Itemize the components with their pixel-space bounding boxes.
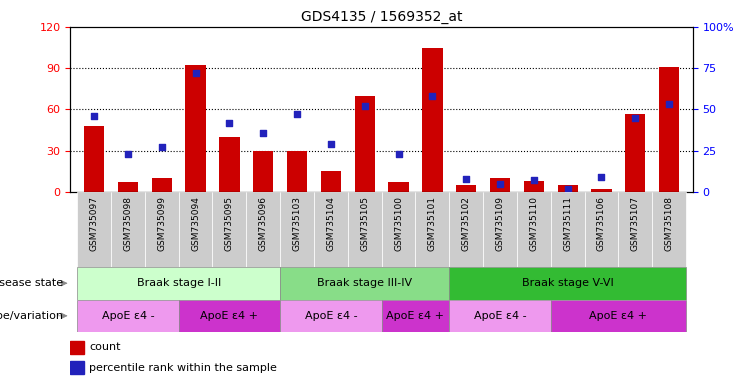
- Text: GSM735102: GSM735102: [462, 196, 471, 251]
- Bar: [321, 171, 341, 192]
- Text: GSM735098: GSM735098: [124, 196, 133, 251]
- Bar: [483, 192, 517, 267]
- Bar: [490, 178, 510, 192]
- Text: GSM735108: GSM735108: [665, 196, 674, 251]
- Text: GSM735106: GSM735106: [597, 196, 606, 251]
- Bar: [551, 300, 686, 332]
- Bar: [382, 300, 449, 332]
- Text: GSM735096: GSM735096: [259, 196, 268, 251]
- Bar: [287, 151, 308, 192]
- Point: [359, 103, 370, 109]
- Bar: [517, 192, 551, 267]
- Bar: [280, 267, 449, 300]
- Text: ApoE ε4 +: ApoE ε4 +: [589, 311, 648, 321]
- Bar: [524, 181, 544, 192]
- Bar: [179, 300, 280, 332]
- Bar: [348, 192, 382, 267]
- Bar: [591, 189, 611, 192]
- Text: GSM735095: GSM735095: [225, 196, 234, 251]
- Bar: [388, 182, 409, 192]
- Text: GSM735103: GSM735103: [293, 196, 302, 251]
- Bar: [219, 137, 239, 192]
- Bar: [449, 192, 483, 267]
- Text: GSM735104: GSM735104: [326, 196, 336, 251]
- Text: ApoE ε4 -: ApoE ε4 -: [305, 311, 357, 321]
- Bar: [118, 182, 138, 192]
- Text: GSM735100: GSM735100: [394, 196, 403, 251]
- Point: [562, 185, 574, 192]
- Bar: [619, 192, 652, 267]
- Bar: [456, 185, 476, 192]
- Text: GSM735109: GSM735109: [496, 196, 505, 251]
- Bar: [280, 192, 314, 267]
- Point: [596, 174, 608, 180]
- Bar: [185, 65, 206, 192]
- Bar: [422, 48, 442, 192]
- Text: Braak stage I-II: Braak stage I-II: [136, 278, 221, 288]
- Text: genotype/variation: genotype/variation: [0, 311, 67, 321]
- Point: [494, 181, 506, 187]
- Bar: [585, 192, 619, 267]
- Bar: [354, 96, 375, 192]
- Text: GSM735105: GSM735105: [360, 196, 369, 251]
- Text: count: count: [89, 343, 121, 353]
- Point: [460, 176, 472, 182]
- Text: GSM735101: GSM735101: [428, 196, 437, 251]
- Text: GSM735111: GSM735111: [563, 196, 572, 251]
- Text: ApoE ε4 -: ApoE ε4 -: [102, 311, 154, 321]
- Bar: [77, 300, 179, 332]
- Point: [663, 101, 675, 108]
- Bar: [551, 192, 585, 267]
- Text: ApoE ε4 -: ApoE ε4 -: [473, 311, 526, 321]
- Text: GSM735099: GSM735099: [157, 196, 166, 251]
- Point: [156, 144, 167, 151]
- Bar: [557, 185, 578, 192]
- Text: GSM735097: GSM735097: [90, 196, 99, 251]
- Point: [426, 93, 438, 99]
- Bar: [84, 126, 104, 192]
- Title: GDS4135 / 1569352_at: GDS4135 / 1569352_at: [301, 10, 462, 25]
- Bar: [416, 192, 449, 267]
- Bar: [77, 192, 111, 267]
- Point: [629, 115, 641, 121]
- Text: Braak stage V-VI: Braak stage V-VI: [522, 278, 614, 288]
- Text: ApoE ε4 +: ApoE ε4 +: [387, 311, 445, 321]
- Text: ApoE ε4 +: ApoE ε4 +: [200, 311, 259, 321]
- Bar: [111, 192, 144, 267]
- Point: [528, 177, 539, 184]
- Bar: [449, 267, 686, 300]
- Bar: [659, 67, 679, 192]
- Point: [291, 111, 303, 118]
- Bar: [77, 267, 280, 300]
- Bar: [144, 192, 179, 267]
- Text: GSM735110: GSM735110: [529, 196, 539, 251]
- Bar: [449, 300, 551, 332]
- Bar: [246, 192, 280, 267]
- Bar: [652, 192, 686, 267]
- Text: GSM735107: GSM735107: [631, 196, 639, 251]
- Text: disease state: disease state: [0, 278, 67, 288]
- Bar: [152, 178, 172, 192]
- Text: Braak stage III-IV: Braak stage III-IV: [317, 278, 412, 288]
- Bar: [213, 192, 246, 267]
- Bar: [179, 192, 213, 267]
- Point: [325, 141, 337, 147]
- Point: [393, 151, 405, 157]
- Point: [257, 129, 269, 136]
- Point: [190, 70, 202, 76]
- Bar: [280, 300, 382, 332]
- Point: [122, 151, 134, 157]
- Bar: [625, 114, 645, 192]
- Point: [224, 119, 236, 126]
- Bar: [70, 361, 84, 374]
- Bar: [314, 192, 348, 267]
- Bar: [382, 192, 416, 267]
- Bar: [70, 341, 84, 354]
- Text: percentile rank within the sample: percentile rank within the sample: [89, 362, 277, 373]
- Bar: [253, 151, 273, 192]
- Point: [88, 113, 100, 119]
- Text: GSM735094: GSM735094: [191, 196, 200, 251]
